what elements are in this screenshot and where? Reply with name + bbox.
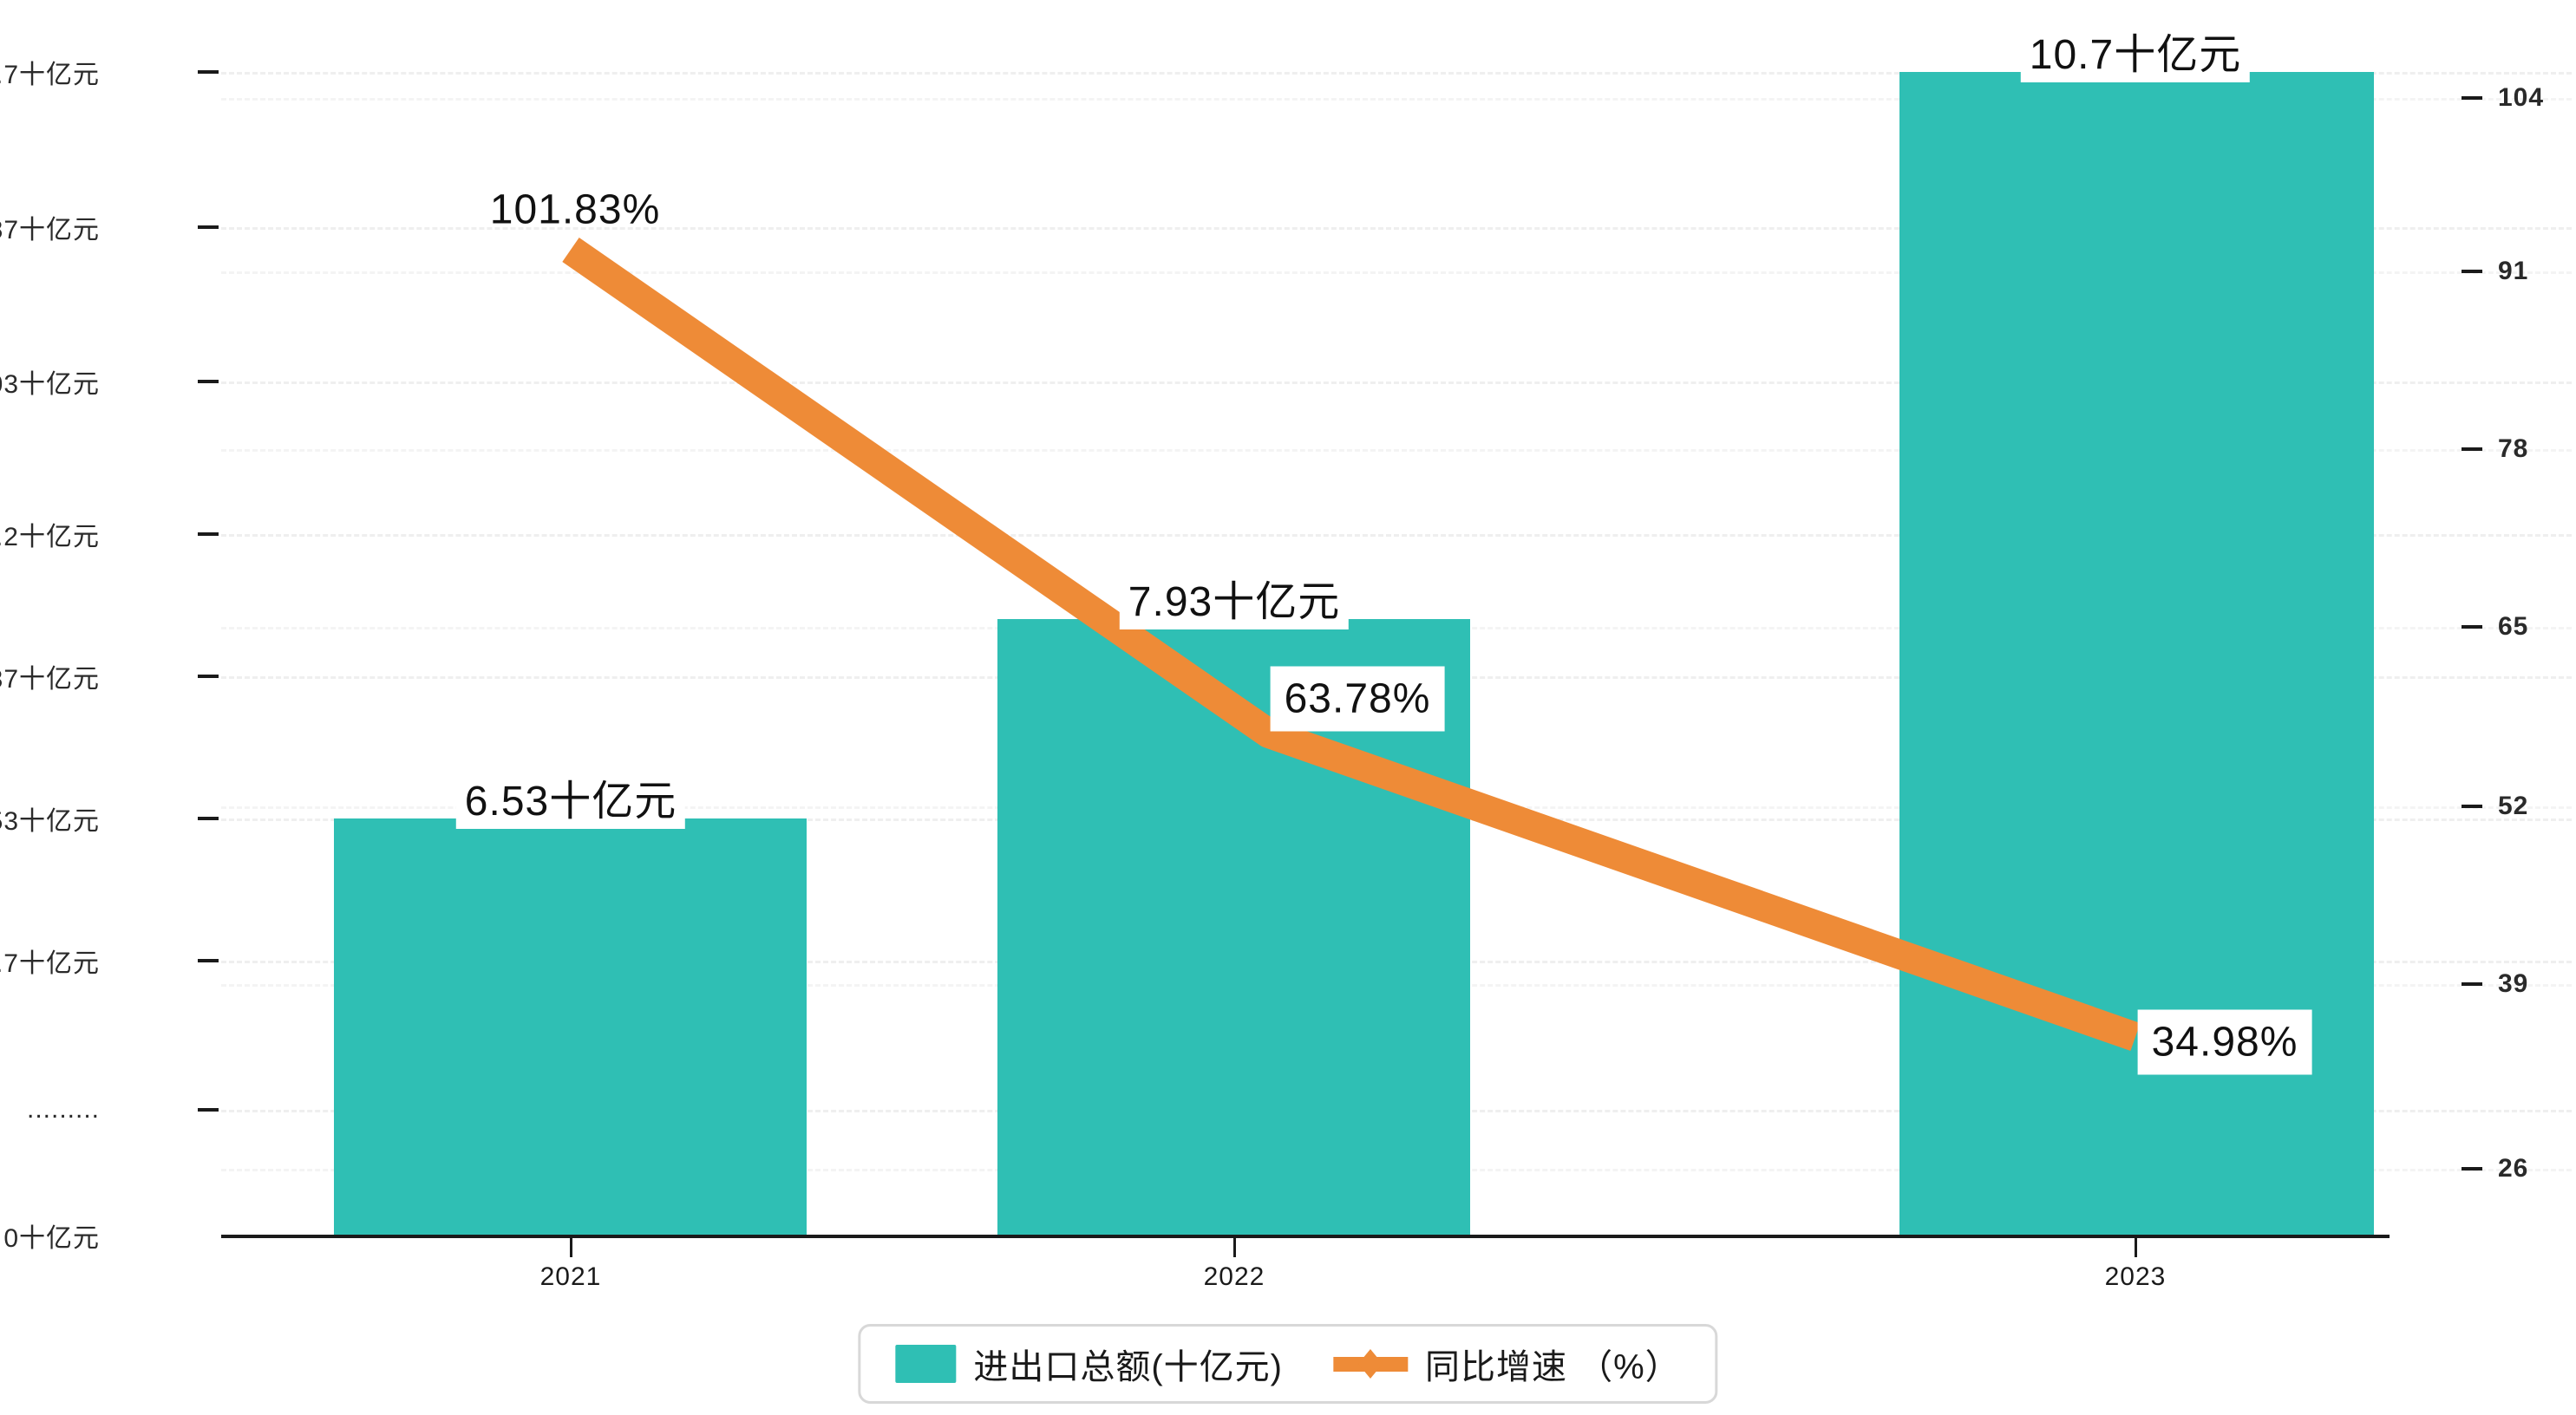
legend-diamond-marker-icon <box>1357 1349 1383 1379</box>
bar-value-label-2023: 10.7十亿元 <box>2020 18 2251 82</box>
y-label-left-1: 9.87十亿元 <box>0 216 100 245</box>
y-tick-right-4 <box>2462 805 2482 808</box>
y-tick-right-1 <box>2462 270 2482 273</box>
y-label-left-5: 6.53十亿元 <box>0 807 100 836</box>
chart-legend: 进出口总额(十亿元) 同比增速 （%） <box>858 1324 1718 1404</box>
legend-label-line: 同比增速 （%） <box>1424 1348 1681 1386</box>
y-label-right-6: 26 <box>2498 1154 2529 1183</box>
bar-value-label-2021: 6.53十亿元 <box>455 765 686 829</box>
y-tick-left-4 <box>198 675 219 678</box>
x-axis-line <box>221 1235 2390 1238</box>
y-label-right-2: 78 <box>2498 434 2529 463</box>
y-label-left-4: 7.37十亿元 <box>0 665 100 694</box>
legend-item-bar[interactable]: 进出口总额(十亿元) <box>895 1339 1283 1389</box>
gridline-10-7 <box>221 72 2572 75</box>
y-label-left-break: ......... <box>26 1095 100 1124</box>
y-tick-left-1 <box>198 225 219 229</box>
y-tick-left-3 <box>198 532 219 536</box>
y-label-left-3: 8.2十亿元 <box>0 523 100 551</box>
y-label-right-3: 65 <box>2498 612 2529 641</box>
bar-value-label-2022: 7.93十亿元 <box>1119 565 1350 629</box>
x-tick-2023 <box>2135 1238 2137 1257</box>
y-label-left-2: 9.03十亿元 <box>0 370 100 399</box>
gridline-right-104 <box>221 98 2572 101</box>
line-value-label-2023: 34.98% <box>2137 1009 2312 1075</box>
line-value-label-2022: 63.78% <box>1270 666 1445 732</box>
y-tick-right-0 <box>2462 96 2482 100</box>
y-tick-left-2 <box>198 380 219 383</box>
bar-2021[interactable] <box>334 818 807 1236</box>
y-label-left-zero: 0十亿元 <box>3 1224 100 1253</box>
y-label-left-6: 5.7十亿元 <box>0 949 100 978</box>
y-label-left-0: 10.7十亿元 <box>0 61 100 89</box>
y-label-right-1: 91 <box>2498 257 2529 285</box>
y-tick-left-break <box>198 1108 219 1112</box>
y-tick-right-3 <box>2462 625 2482 629</box>
x-tick-2022 <box>1233 1238 1236 1257</box>
y-label-right-4: 52 <box>2498 792 2529 820</box>
gridline-9-87 <box>221 227 2572 230</box>
x-tick-2021 <box>570 1238 572 1257</box>
y-tick-right-2 <box>2462 447 2482 451</box>
y-tick-left-0 <box>198 70 219 74</box>
y-tick-right-5 <box>2462 982 2482 986</box>
x-label-2022: 2022 <box>1203 1262 1265 1291</box>
x-label-2023: 2023 <box>2104 1262 2167 1291</box>
y-label-right-5: 39 <box>2498 969 2529 998</box>
y-label-right-0: 104 <box>2498 83 2545 112</box>
legend-square-swatch-icon <box>895 1345 957 1383</box>
legend-item-line[interactable]: 同比增速 （%） <box>1332 1339 1681 1389</box>
legend-label-bar: 进出口总额(十亿元) <box>973 1348 1283 1386</box>
legend-line-diamond-icon <box>1332 1345 1408 1383</box>
x-label-2021: 2021 <box>539 1262 602 1291</box>
y-tick-right-6 <box>2462 1167 2482 1170</box>
y-tick-left-5 <box>198 817 219 820</box>
y-tick-left-6 <box>198 959 219 962</box>
line-value-label-2021: 101.83% <box>489 186 661 233</box>
